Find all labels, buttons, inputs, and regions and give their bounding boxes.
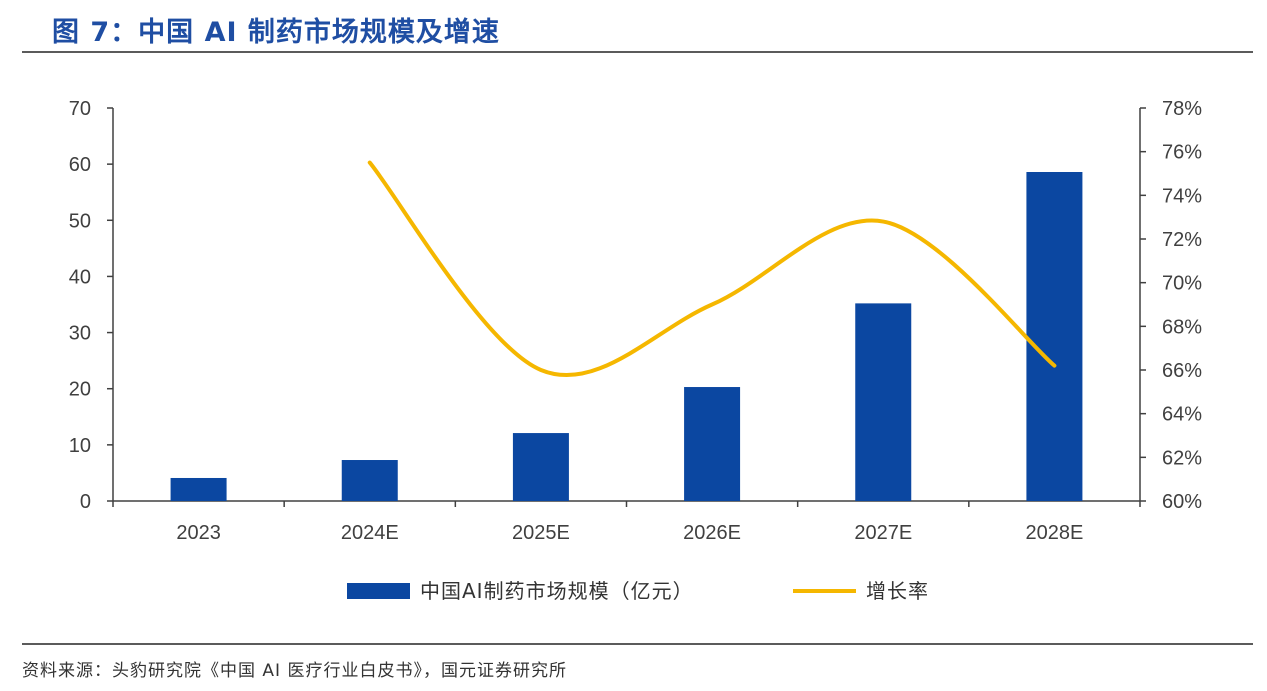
bar bbox=[1026, 172, 1083, 501]
combo-chart: 0 10 20 30 40 50 60 70 60% 62% 64% 66% 68% 70% 72% 74% 7… bbox=[69, 98, 1202, 603]
left-tick-label: 20 bbox=[69, 379, 91, 401]
bar bbox=[684, 387, 741, 501]
bar bbox=[512, 433, 569, 501]
growth-line bbox=[367, 160, 1057, 378]
left-tick-label: 60 bbox=[69, 154, 91, 176]
bottom-rule bbox=[22, 643, 1253, 645]
right-tick-label: 74% bbox=[1162, 185, 1202, 207]
source-note: 资料来源：头豹研究院《中国 AI 医疗行业白皮书》，国元证券研究所 bbox=[22, 661, 567, 681]
right-tick-label: 60% bbox=[1162, 491, 1202, 513]
right-tick-label: 78% bbox=[1162, 98, 1202, 120]
left-tick-label: 50 bbox=[69, 210, 91, 232]
right-tick-label: 62% bbox=[1162, 447, 1202, 469]
left-tick-label: 30 bbox=[69, 323, 91, 345]
right-tick-label: 72% bbox=[1162, 229, 1202, 251]
x-tick-label: 2026E bbox=[683, 522, 741, 544]
growth-line-series bbox=[367, 160, 1057, 378]
left-tick-label: 40 bbox=[69, 266, 91, 288]
top-rule bbox=[22, 51, 1253, 53]
x-tick-label: 2025E bbox=[512, 522, 570, 544]
left-tick-label: 0 bbox=[80, 491, 91, 513]
x-tick-label: 2023 bbox=[176, 522, 221, 544]
legend: 中国AI制药市场规模（亿元） 增长率 bbox=[347, 579, 929, 603]
legend-bar-label: 中国AI制药市场规模（亿元） bbox=[420, 579, 694, 603]
right-tick-label: 68% bbox=[1162, 316, 1202, 338]
left-tick-label: 70 bbox=[69, 98, 91, 120]
left-tick-label: 10 bbox=[69, 435, 91, 457]
tick-labels: 0 10 20 30 40 50 60 70 60% 62% 64% 66% 68% 70% 72% 74% 7… bbox=[69, 98, 1202, 544]
bar bbox=[341, 460, 398, 501]
legend-bar-swatch bbox=[347, 583, 410, 599]
bar bbox=[170, 477, 227, 501]
x-tick-label: 2024E bbox=[341, 522, 399, 544]
chart-axes bbox=[107, 107, 1146, 507]
legend-line-label: 增长率 bbox=[866, 579, 929, 603]
x-tick-label: 2027E bbox=[854, 522, 912, 544]
chart-title: 图 7：中国 AI 制药市场规模及增速 bbox=[52, 17, 500, 48]
bar bbox=[855, 303, 912, 501]
right-tick-label: 70% bbox=[1162, 273, 1202, 295]
bar-series bbox=[170, 172, 1083, 501]
right-tick-label: 66% bbox=[1162, 360, 1202, 382]
x-tick-label: 2028E bbox=[1025, 522, 1083, 544]
right-tick-label: 64% bbox=[1162, 404, 1202, 426]
right-tick-label: 76% bbox=[1162, 142, 1202, 164]
